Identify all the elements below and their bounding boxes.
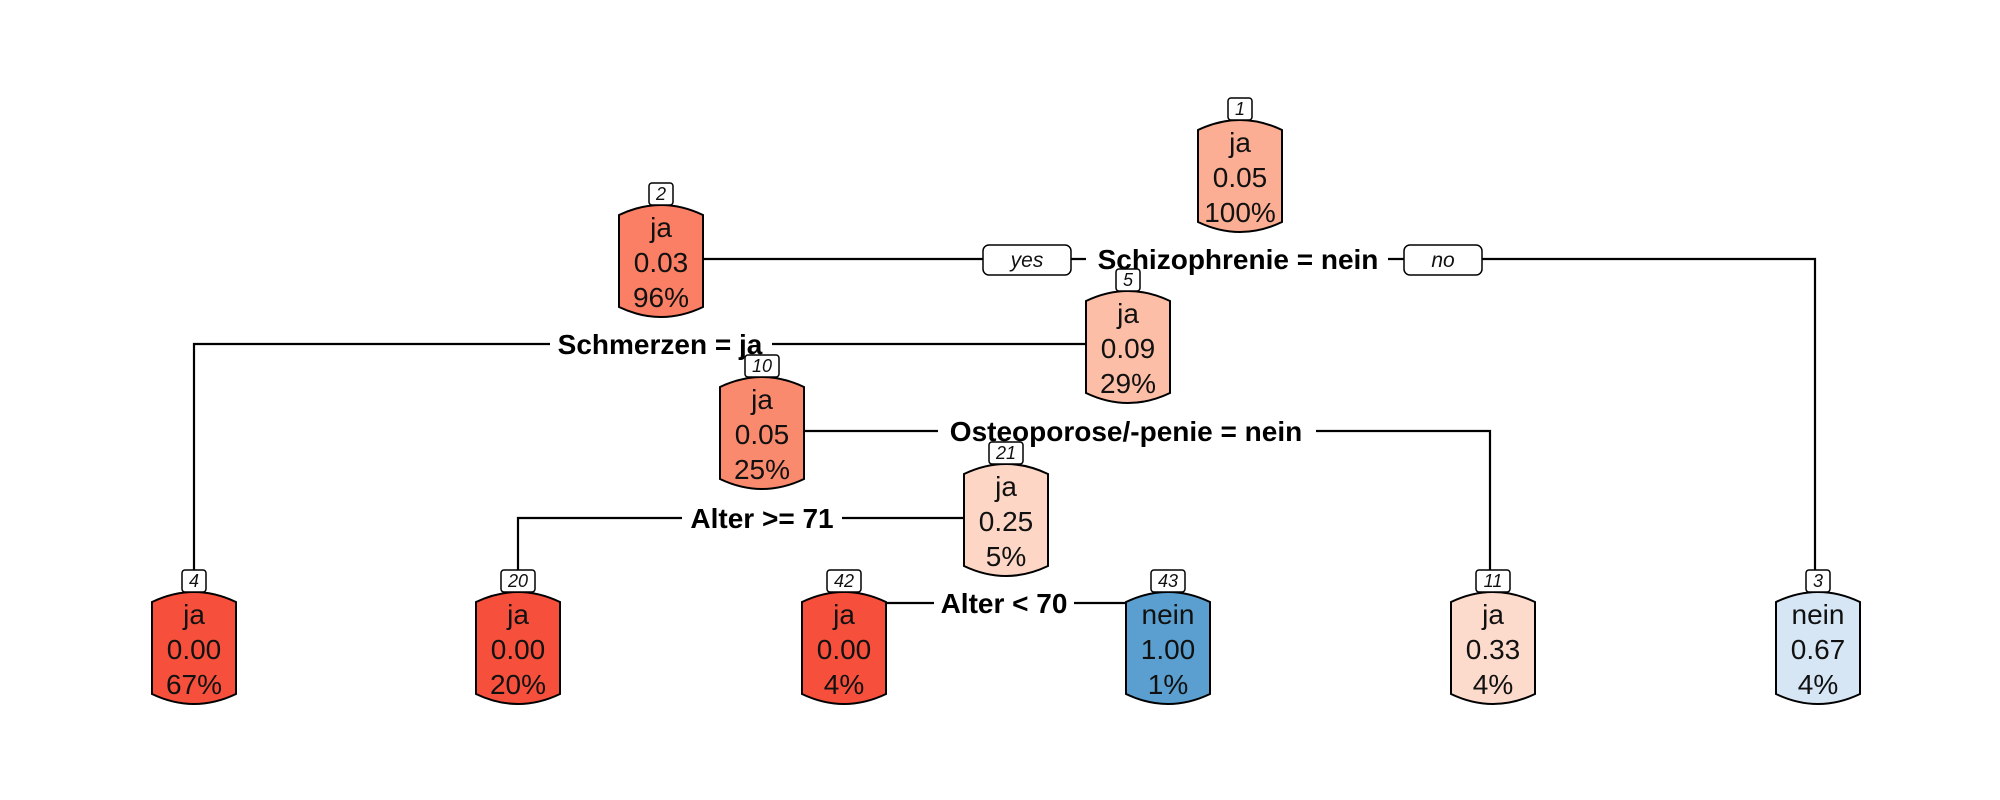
node-body: [1450, 591, 1536, 705]
node-body: [963, 463, 1049, 577]
edge-10-11: [802, 429, 1492, 599]
node-body: [1085, 290, 1171, 404]
node-percent: 29%: [1100, 368, 1156, 399]
yes-label: yes: [1009, 249, 1044, 272]
node-id: 4: [189, 571, 199, 591]
node-probability: 0.03: [634, 247, 689, 278]
node-percent: 25%: [734, 454, 790, 485]
node-id-box: [1115, 268, 1141, 292]
node-id: 2: [655, 184, 666, 204]
tree-node-42: 42 ja 0.00 4%: [801, 569, 887, 705]
tree-node-11: 11 ja 0.33 4%: [1450, 569, 1536, 705]
node-id-box: [1227, 97, 1253, 121]
node-probability: 0.00: [817, 634, 872, 665]
tree-node-43: 43 nein 1.00 1%: [1125, 569, 1211, 705]
node-percent: 96%: [633, 282, 689, 313]
tree-node-4: 4 ja 0.00 67%: [151, 569, 237, 705]
node-probability: 0.33: [1466, 634, 1521, 665]
node-percent: 100%: [1204, 197, 1276, 228]
node-id: 43: [1158, 571, 1178, 591]
tree-node-20: 20 ja 0.00 20%: [475, 569, 561, 705]
node-probability: 1.00: [1141, 634, 1196, 665]
node-class-label: ja: [1116, 298, 1139, 329]
node-id-box: [1805, 569, 1831, 593]
node-id-box: [648, 182, 674, 206]
node-id: 5: [1123, 270, 1134, 290]
node-class-label: nein: [1142, 599, 1195, 630]
split-label-schmerzen: Schmerzen = ja: [558, 329, 763, 360]
tree-node-2: 2 ja 0.03 96%: [618, 182, 704, 318]
node-body: [1775, 591, 1861, 705]
node-id-box: [500, 569, 536, 593]
node-percent: 20%: [490, 669, 546, 700]
yes-box: [982, 244, 1072, 276]
node-class-label: ja: [649, 212, 672, 243]
node-id-box: [826, 569, 862, 593]
node-probability: 0.05: [1213, 162, 1268, 193]
node-probability: 0.67: [1791, 634, 1846, 665]
node-id-box: [1150, 569, 1186, 593]
no-label: no: [1431, 249, 1455, 272]
split-label-alter-71: Alter >= 71: [690, 503, 833, 534]
node-class-label: ja: [750, 384, 773, 415]
split-label-schizophrenie: Schizophrenie = nein: [1098, 244, 1379, 275]
node-class-label: nein: [1792, 599, 1845, 630]
node-class-label: ja: [182, 599, 205, 630]
tree-nodes: 1 ja 0.05 100% 2 ja 0.03 96% 5 ja 0.09 29% 10 ja 0.05 2…: [151, 97, 1861, 705]
node-body: [151, 591, 237, 705]
node-class-label: ja: [1228, 127, 1251, 158]
tree-node-21: 21 ja 0.25 5%: [963, 441, 1049, 577]
node-body: [719, 376, 805, 490]
tree-node-3: 3 nein 0.67 4%: [1775, 569, 1861, 705]
tree-node-5: 5 ja 0.09 29%: [1085, 268, 1171, 404]
node-id-box: [988, 441, 1024, 465]
tree-node-10: 10 ja 0.05 25%: [719, 354, 805, 490]
node-body: [1125, 591, 1211, 705]
node-class-label: ja: [832, 599, 855, 630]
split-label-alter-70: Alter < 70: [941, 588, 1068, 619]
node-percent: 67%: [166, 669, 222, 700]
node-class-label: ja: [1481, 599, 1504, 630]
node-id: 3: [1813, 571, 1823, 591]
node-body: [801, 591, 887, 705]
tree-node-1: 1 ja 0.05 100%: [1197, 97, 1283, 233]
node-percent: 5%: [986, 541, 1026, 572]
node-class-label: ja: [506, 599, 529, 630]
node-id: 21: [995, 443, 1016, 463]
node-id: 42: [834, 571, 854, 591]
node-id: 10: [752, 356, 772, 376]
edge-4-5: [192, 342, 1086, 599]
node-body: [475, 591, 561, 705]
node-percent: 4%: [824, 669, 864, 700]
node-id: 20: [507, 571, 528, 591]
node-id-box: [744, 354, 780, 378]
node-probability: 0.00: [491, 634, 546, 665]
node-class-label: ja: [994, 471, 1017, 502]
node-probability: 0.09: [1101, 333, 1156, 364]
no-box: [1403, 244, 1483, 276]
edge-2-3: [702, 257, 1817, 599]
node-body: [618, 204, 704, 318]
split-labels: Schizophrenie = nein Schmerzen = ja Oste…: [550, 241, 1388, 621]
node-id: 1: [1235, 99, 1245, 119]
node-id-box: [181, 569, 207, 593]
node-body: [1197, 119, 1283, 233]
node-percent: 4%: [1798, 669, 1838, 700]
node-probability: 0.00: [167, 634, 222, 665]
node-percent: 1%: [1148, 669, 1188, 700]
node-probability: 0.05: [735, 419, 790, 450]
node-id-box: [1475, 569, 1511, 593]
branch-labels: yes no: [982, 244, 1483, 276]
node-id: 11: [1484, 571, 1503, 591]
node-probability: 0.25: [979, 506, 1034, 537]
node-percent: 4%: [1473, 669, 1513, 700]
